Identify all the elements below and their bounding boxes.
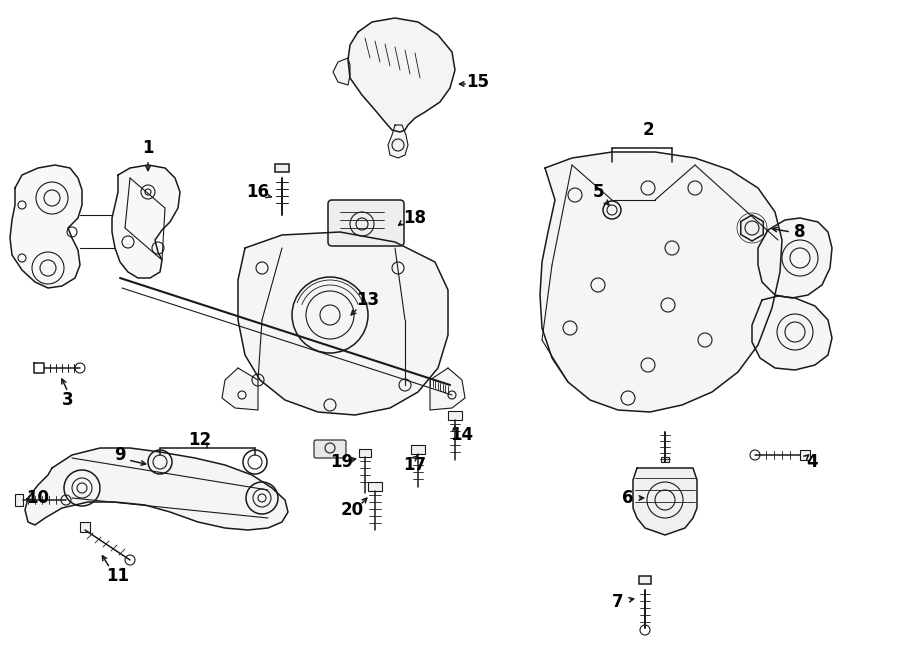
FancyBboxPatch shape (328, 200, 404, 246)
Polygon shape (10, 165, 82, 288)
Bar (359, 449, 371, 457)
Text: 2: 2 (643, 121, 653, 139)
Text: 13: 13 (356, 291, 380, 309)
Text: 4: 4 (806, 453, 818, 471)
Bar (368, 482, 382, 491)
Bar (15, 494, 23, 506)
Text: 16: 16 (247, 183, 269, 201)
FancyBboxPatch shape (314, 440, 346, 458)
Polygon shape (741, 215, 763, 241)
Bar (80, 522, 90, 532)
Bar (411, 445, 425, 454)
Polygon shape (25, 448, 288, 530)
Text: 19: 19 (330, 453, 354, 471)
Polygon shape (540, 152, 782, 412)
Text: 20: 20 (340, 501, 364, 519)
Text: 1: 1 (142, 139, 154, 157)
Text: 10: 10 (26, 489, 50, 507)
Polygon shape (222, 368, 258, 410)
Polygon shape (388, 125, 408, 158)
Polygon shape (112, 165, 180, 278)
Text: 9: 9 (114, 446, 126, 464)
Text: 5: 5 (592, 183, 604, 201)
Polygon shape (348, 18, 455, 132)
Text: 12: 12 (188, 431, 212, 449)
Bar (275, 164, 289, 172)
Text: 6: 6 (622, 489, 634, 507)
Text: 7: 7 (612, 593, 624, 611)
Text: 3: 3 (62, 391, 74, 409)
Polygon shape (430, 368, 465, 410)
Text: 17: 17 (403, 456, 427, 474)
Text: 11: 11 (106, 567, 130, 585)
Polygon shape (752, 296, 832, 370)
Bar (448, 411, 462, 420)
Text: 8: 8 (794, 223, 806, 241)
Polygon shape (758, 218, 832, 298)
Polygon shape (633, 468, 697, 535)
Text: 15: 15 (466, 73, 490, 91)
Bar (639, 576, 651, 584)
Polygon shape (238, 232, 448, 415)
Text: 18: 18 (403, 209, 427, 227)
Text: 14: 14 (450, 426, 473, 444)
Bar (661, 457, 669, 462)
Polygon shape (333, 58, 350, 85)
Bar (800, 450, 810, 460)
